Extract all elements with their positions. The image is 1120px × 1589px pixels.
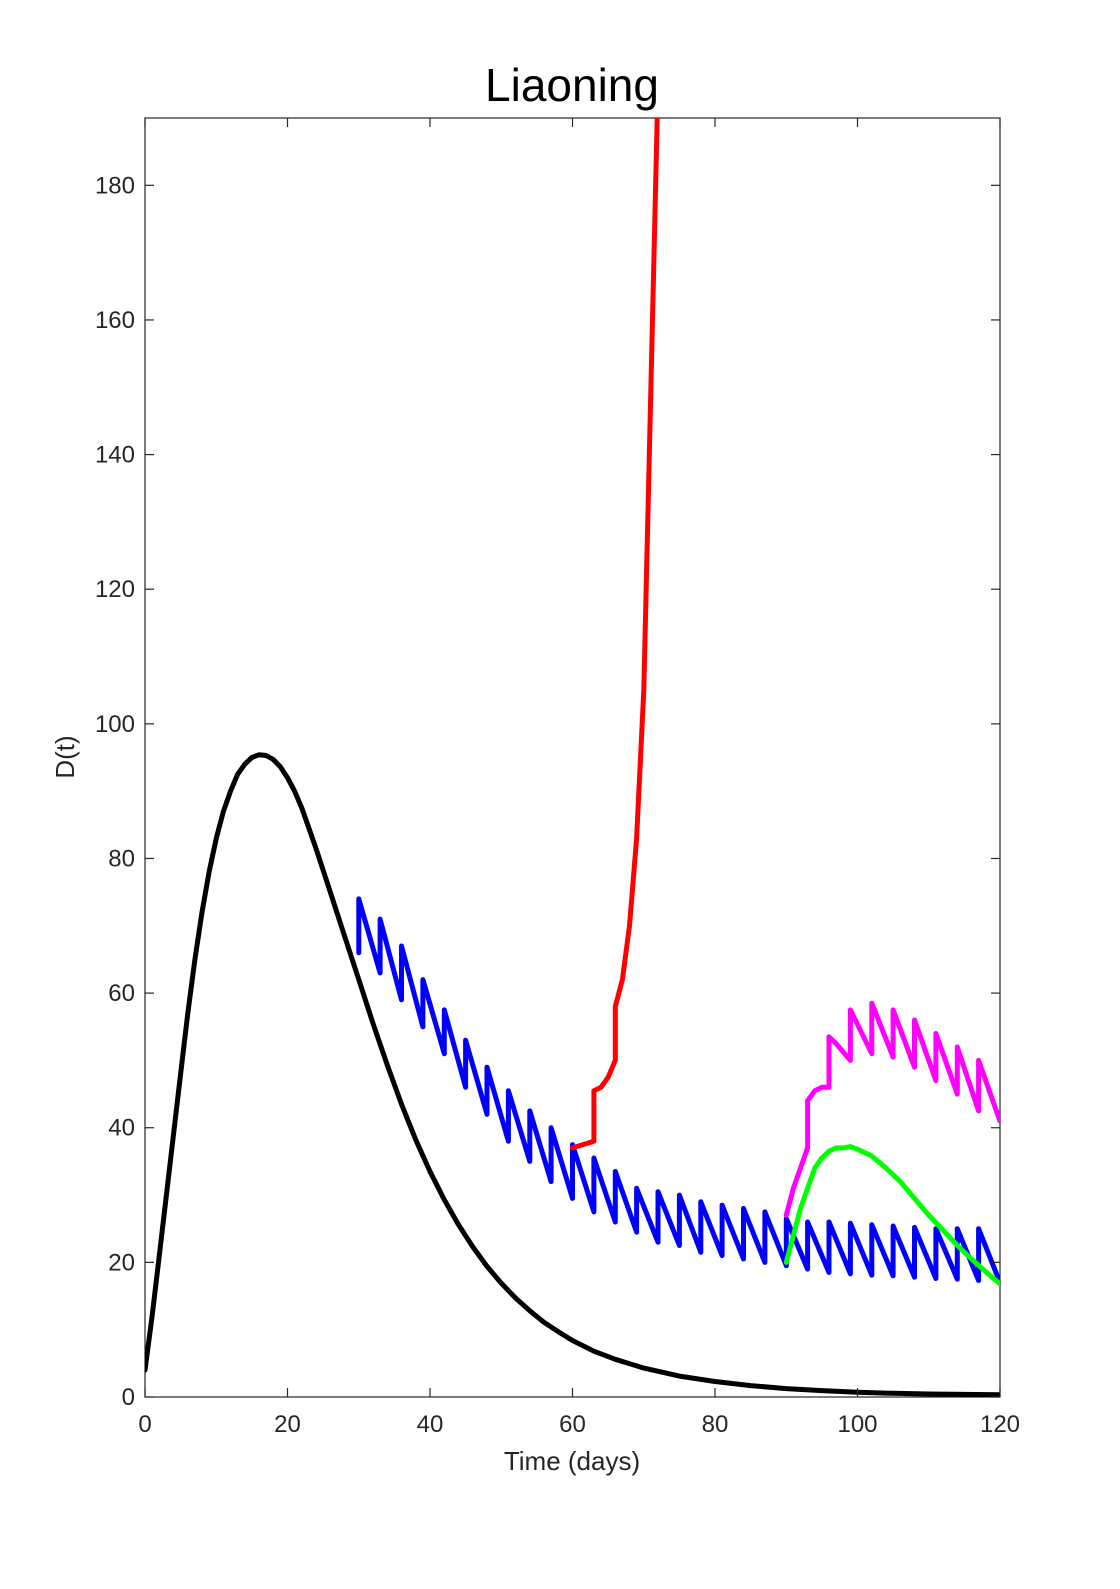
- x-tick-label: 40: [417, 1411, 444, 1438]
- series-line-5: [783, 1144, 1000, 1287]
- y-tick-label: 140: [95, 442, 135, 469]
- ticks-layer: 0 20 40 60 80 100 120 0 20 40 60 80 100 120 140 160 180: [95, 118, 1020, 1438]
- chart-title: Liaoning: [485, 59, 659, 111]
- y-tick-label: 180: [95, 172, 135, 199]
- y-tick-label: 60: [108, 980, 135, 1007]
- y-tick-label: 160: [95, 307, 135, 334]
- y-tick-label: 0: [122, 1384, 135, 1411]
- y-axis-label: D(t): [50, 735, 80, 778]
- x-tick-label: 120: [980, 1411, 1020, 1438]
- x-tick-label: 80: [702, 1411, 729, 1438]
- x-tick-label: 100: [837, 1411, 877, 1438]
- x-axis-label: Time (days): [504, 1446, 640, 1476]
- series-line-3: [570, 118, 660, 1151]
- y-tick-label: 40: [108, 1115, 135, 1142]
- series-layer: [145, 118, 1000, 1397]
- y-tick-label: 120: [95, 576, 135, 603]
- series-line-2: [356, 896, 1000, 1286]
- y-tick-label: 80: [108, 845, 135, 872]
- x-tick-label: 20: [274, 1411, 301, 1438]
- x-tick-label: 0: [138, 1411, 151, 1438]
- series-line-4: [783, 1000, 1000, 1218]
- x-tick-label: 60: [559, 1411, 586, 1438]
- series-line-1: [145, 752, 1000, 1397]
- y-tick-label: 100: [95, 711, 135, 738]
- y-tick-label: 20: [108, 1249, 135, 1276]
